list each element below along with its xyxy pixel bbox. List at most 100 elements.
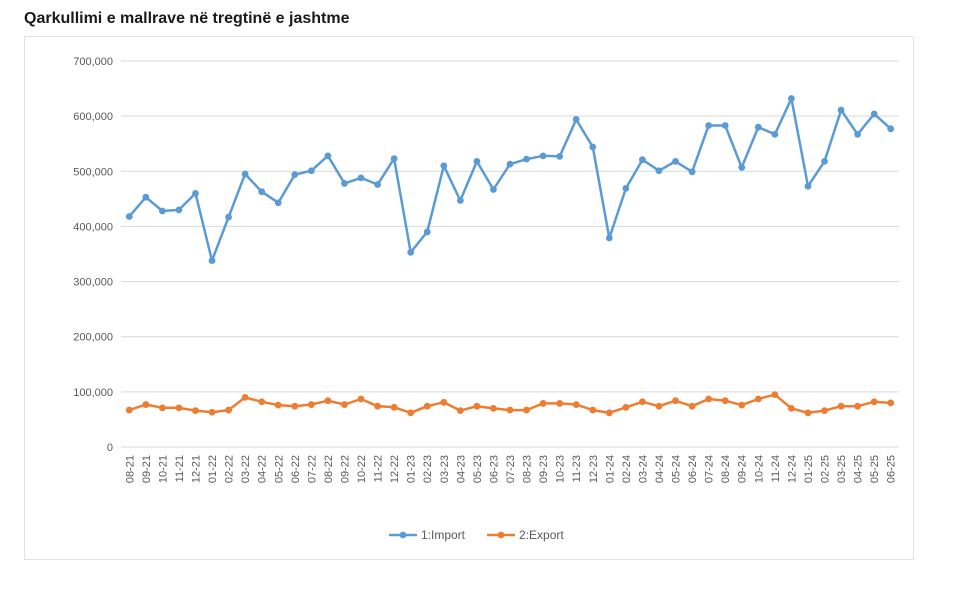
data-point bbox=[274, 401, 282, 409]
y-tick-label: 500,000 bbox=[73, 166, 113, 178]
data-point bbox=[672, 157, 679, 165]
data-point bbox=[324, 152, 332, 160]
x-tick-label: 07-22 bbox=[306, 455, 318, 483]
data-point bbox=[589, 143, 597, 151]
x-tick-label: 06-24 bbox=[687, 455, 699, 483]
x-tick-label: 12-24 bbox=[786, 455, 798, 483]
data-point bbox=[291, 171, 299, 178]
x-tick-label: 09-21 bbox=[141, 455, 153, 483]
x-tick-label: 12-21 bbox=[190, 455, 202, 483]
legend-item: 2:Export bbox=[487, 528, 564, 542]
data-point bbox=[556, 152, 564, 160]
data-point bbox=[523, 155, 530, 163]
x-tick-label: 08-24 bbox=[720, 455, 732, 483]
data-point bbox=[821, 407, 828, 415]
data-point bbox=[341, 180, 348, 187]
x-tick-label: 10-21 bbox=[157, 455, 169, 483]
data-point bbox=[539, 400, 547, 407]
data-point bbox=[456, 407, 464, 415]
data-point bbox=[854, 402, 862, 410]
data-point bbox=[208, 408, 216, 416]
x-tick-label: 02-25 bbox=[820, 455, 832, 483]
x-tick-label: 06-25 bbox=[886, 455, 898, 483]
x-tick-label: 05-24 bbox=[671, 455, 683, 483]
data-point bbox=[407, 409, 415, 417]
y-tick-label: 300,000 bbox=[73, 277, 113, 289]
data-point bbox=[622, 403, 630, 411]
data-point bbox=[506, 160, 514, 168]
y-tick-label: 600,000 bbox=[73, 111, 113, 123]
data-point bbox=[837, 106, 845, 114]
x-tick-label: 11-24 bbox=[770, 455, 782, 482]
data-point bbox=[175, 206, 183, 214]
x-tick-label: 09-22 bbox=[339, 455, 351, 483]
data-point bbox=[572, 116, 580, 123]
data-point bbox=[523, 406, 530, 414]
data-point bbox=[490, 186, 497, 193]
series-1 bbox=[125, 95, 895, 265]
x-tick-label: 10-23 bbox=[555, 455, 567, 483]
data-point bbox=[225, 213, 232, 221]
data-point bbox=[241, 170, 249, 178]
data-point bbox=[208, 257, 216, 265]
x-tick-label: 10-22 bbox=[356, 455, 368, 483]
data-point bbox=[274, 199, 282, 207]
y-tick-label: 700,000 bbox=[73, 56, 113, 68]
data-point bbox=[440, 398, 448, 406]
x-tick-label: 05-23 bbox=[472, 455, 484, 483]
x-tick-label: 08-22 bbox=[323, 455, 335, 483]
x-tick-label: 06-23 bbox=[488, 455, 500, 483]
data-point bbox=[754, 395, 762, 403]
data-point bbox=[142, 401, 150, 408]
data-point bbox=[423, 402, 431, 410]
x-tick-label: 04-24 bbox=[654, 455, 666, 483]
x-tick-label: 05-25 bbox=[869, 455, 881, 483]
data-point bbox=[622, 184, 630, 192]
x-tick-label: 01-22 bbox=[207, 455, 219, 483]
data-point bbox=[721, 122, 729, 129]
data-point bbox=[688, 402, 696, 410]
x-tick-label: 07-23 bbox=[505, 455, 517, 483]
x-tick-label: 08-21 bbox=[124, 455, 136, 483]
data-point bbox=[539, 152, 547, 160]
x-tick-label: 01-23 bbox=[406, 455, 418, 483]
data-point bbox=[125, 406, 133, 414]
data-point bbox=[655, 167, 663, 175]
data-point bbox=[258, 398, 266, 406]
data-point bbox=[357, 174, 365, 182]
data-point bbox=[870, 110, 878, 118]
data-point bbox=[456, 197, 464, 204]
x-tick-label: 04-22 bbox=[257, 455, 269, 483]
data-point bbox=[158, 404, 166, 412]
data-point bbox=[572, 401, 580, 408]
data-point bbox=[440, 162, 448, 170]
data-point bbox=[837, 402, 845, 410]
legend-marker bbox=[399, 531, 407, 539]
data-point bbox=[605, 409, 613, 417]
y-tick-label: 200,000 bbox=[73, 332, 113, 344]
data-point bbox=[490, 405, 497, 412]
series-2 bbox=[125, 391, 895, 417]
data-point bbox=[357, 395, 365, 403]
data-point bbox=[738, 401, 746, 409]
data-point bbox=[821, 157, 828, 165]
x-tick-label: 01-25 bbox=[803, 455, 815, 483]
data-point bbox=[374, 181, 381, 188]
data-point bbox=[705, 395, 713, 403]
data-point bbox=[556, 400, 564, 407]
data-point bbox=[307, 401, 315, 408]
data-point bbox=[473, 402, 481, 410]
data-point bbox=[473, 157, 481, 165]
gridlines bbox=[121, 60, 899, 448]
x-tick-label: 02-22 bbox=[224, 455, 236, 483]
y-tick-label: 0 bbox=[107, 442, 113, 454]
data-point bbox=[589, 406, 597, 414]
data-point bbox=[390, 155, 398, 163]
x-tick-label: 03-22 bbox=[240, 455, 252, 483]
legend: 1:Import 2:Export bbox=[389, 528, 564, 542]
data-point bbox=[854, 130, 862, 138]
data-point bbox=[142, 193, 150, 201]
data-point bbox=[407, 248, 415, 256]
legend-label: 1:Import bbox=[421, 528, 466, 542]
x-tick-label: 09-24 bbox=[737, 455, 749, 483]
